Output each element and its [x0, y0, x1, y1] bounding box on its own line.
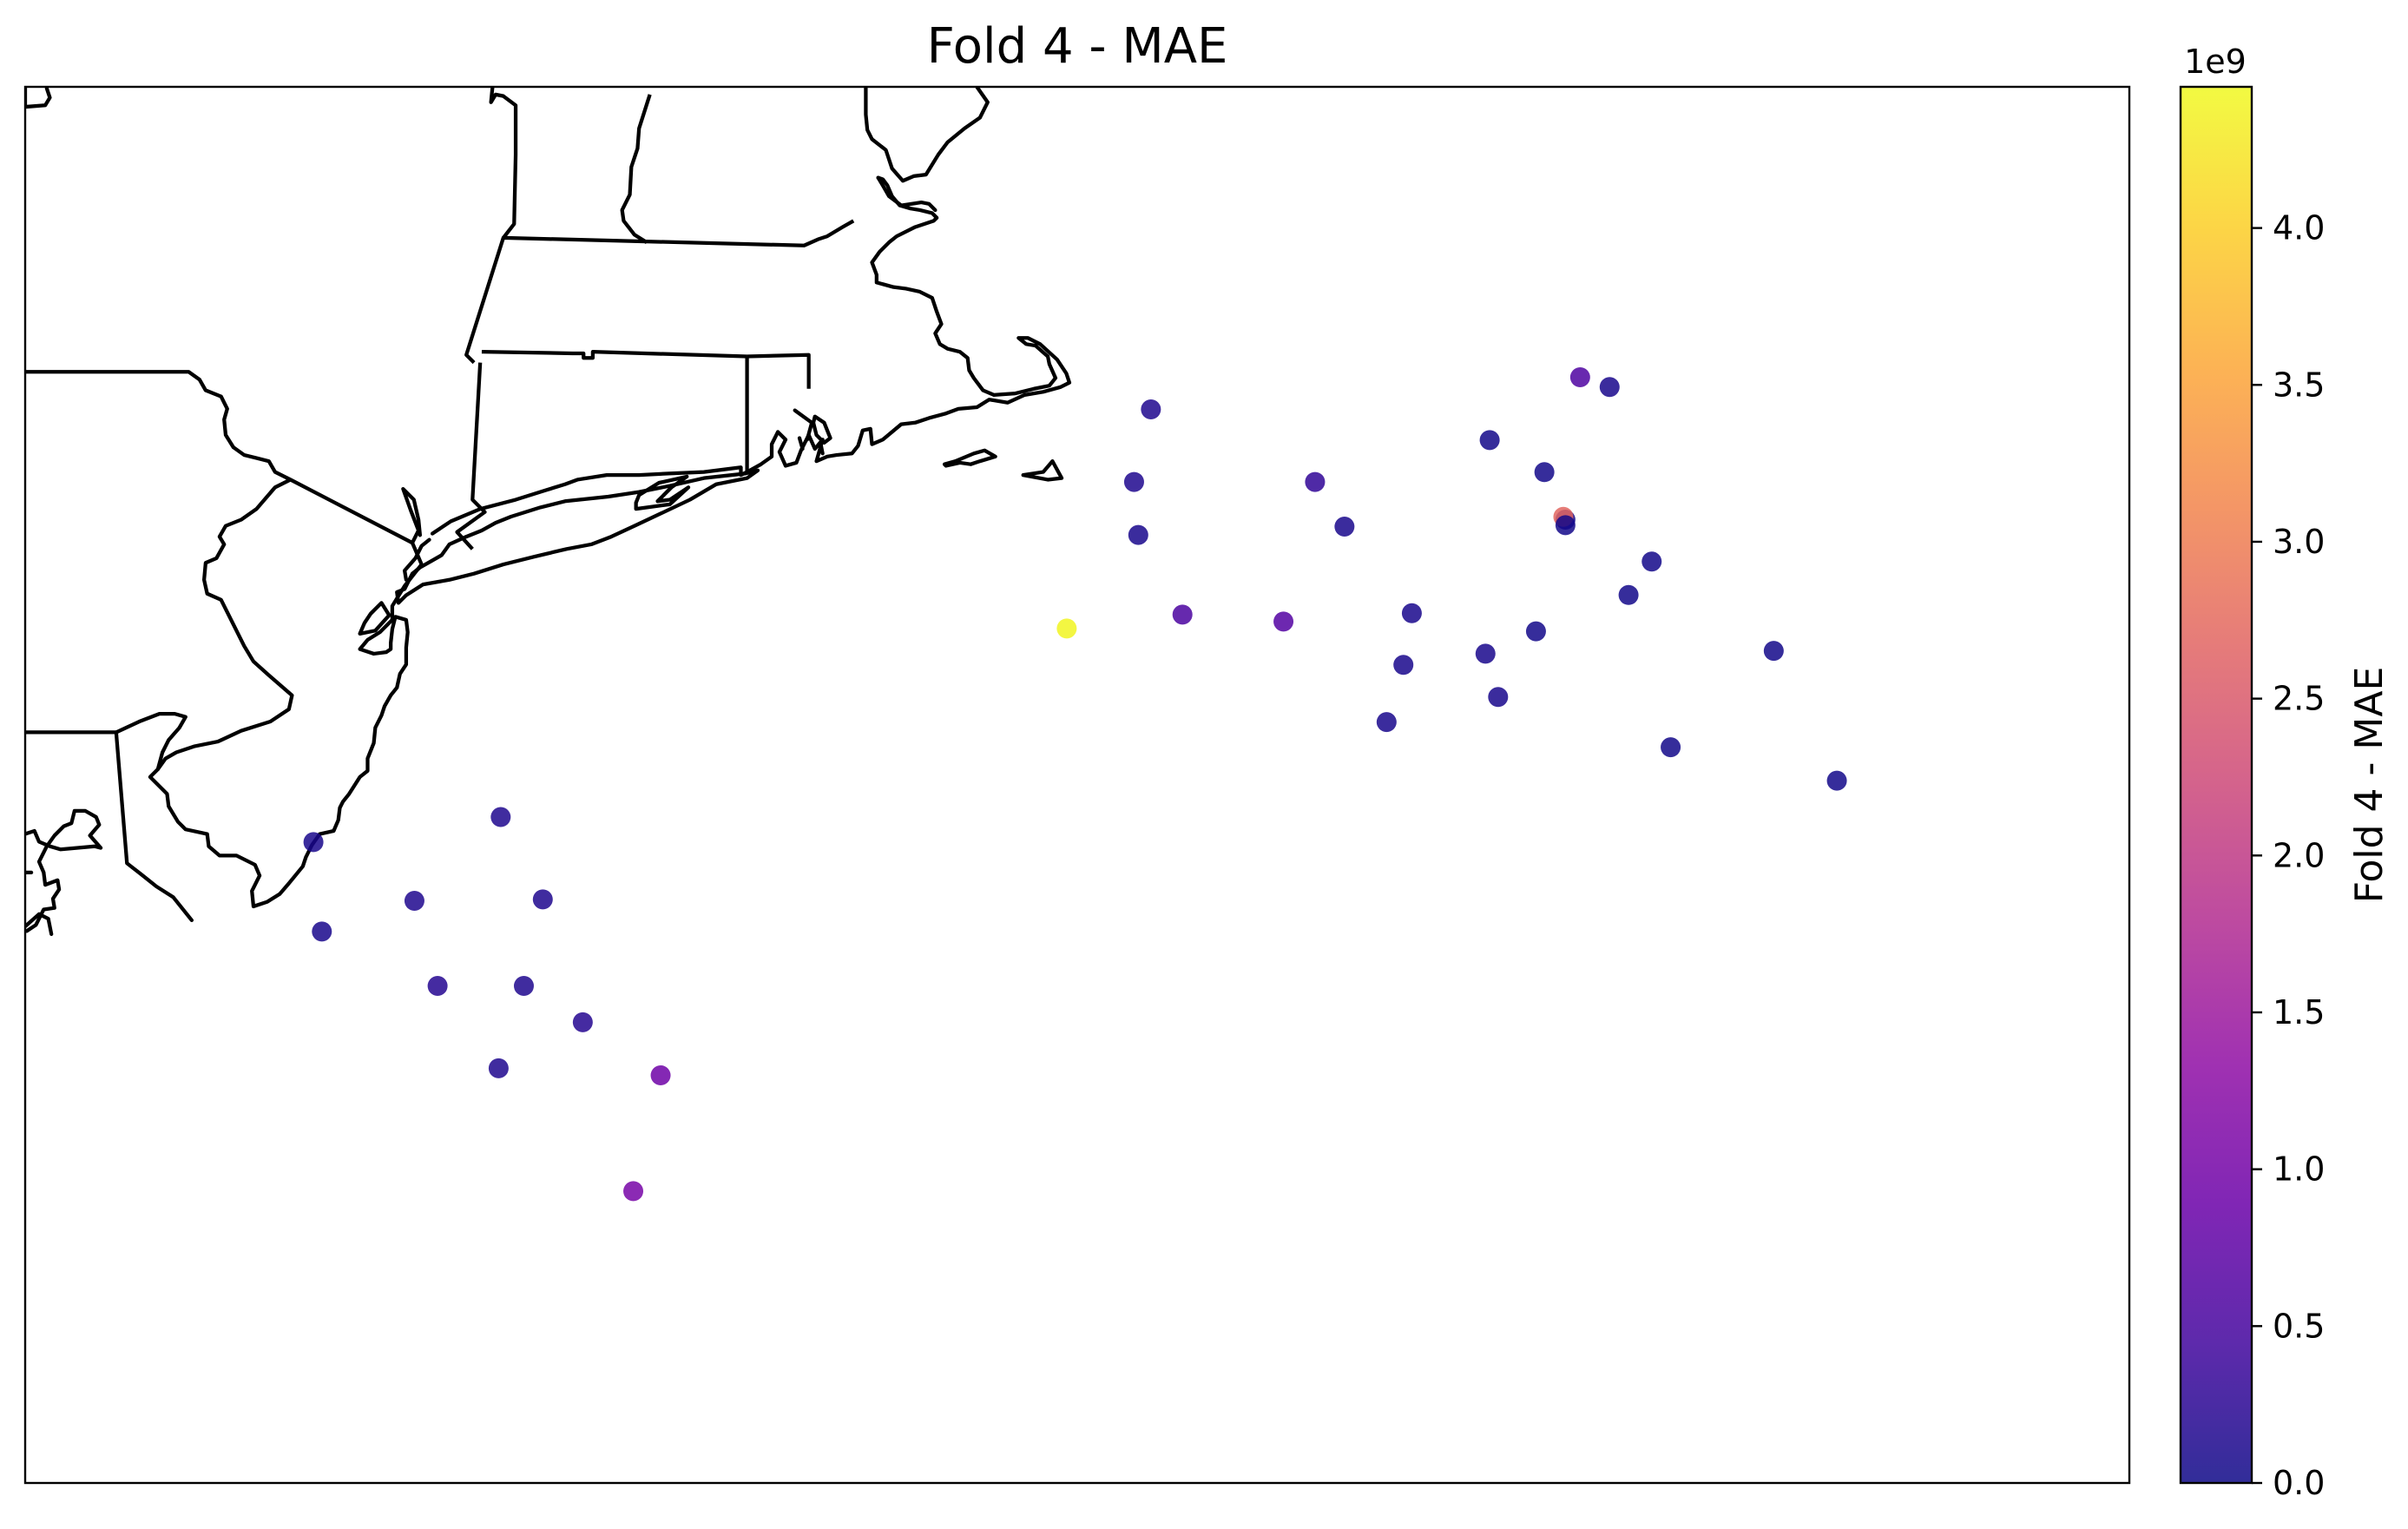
- colorbar-tick-label: 3.5: [2273, 366, 2325, 404]
- station-point: [488, 1058, 509, 1078]
- station-point: [572, 1012, 593, 1032]
- station-point: [490, 807, 511, 827]
- colorbar-tick-label: 0.5: [2273, 1307, 2325, 1345]
- vt-nh-border: [620, 94, 652, 245]
- hudson: [401, 486, 423, 545]
- station-point: [303, 832, 324, 853]
- colorbar-tick-label: 2.5: [2273, 680, 2325, 718]
- station-point: [1618, 584, 1639, 605]
- station-point: [312, 921, 332, 942]
- chart-title: Fold 4 - MAE: [927, 18, 1228, 75]
- station-point: [404, 890, 424, 911]
- md-corner-coast: [25, 87, 52, 109]
- colorbar-gradient: [2181, 87, 2252, 1483]
- colorbar-tick-label: 2.0: [2273, 836, 2325, 874]
- colorbar: 0.0 0.5 1.0 1.5 2.0 2.5 3.0 3.5 4.0 1e9 Fold 4 -…: [2179, 43, 2392, 1502]
- vt-ny-border: [489, 87, 518, 240]
- station-point: [1056, 618, 1077, 639]
- narragansett: [793, 408, 832, 456]
- ri-coast: [745, 175, 1072, 474]
- nantucket: [1021, 459, 1064, 482]
- staten-island: [358, 601, 391, 636]
- station-point: [1376, 712, 1397, 733]
- station-point: [532, 889, 553, 910]
- colorbar-tick-label: 3.0: [2273, 523, 2325, 561]
- station-point: [1763, 641, 1784, 662]
- colorbar-tick-label: 1.0: [2273, 1150, 2325, 1189]
- station-point: [1642, 551, 1662, 572]
- station-point: [1555, 515, 1576, 536]
- station-point: [427, 976, 448, 997]
- colorbar-tick-label: 1.5: [2273, 993, 2325, 1031]
- marthas-vineyard: [942, 448, 997, 468]
- station-point: [1123, 471, 1144, 492]
- ny-ct-border: [455, 362, 487, 550]
- station-point: [650, 1064, 671, 1085]
- station-points: [303, 366, 1847, 1202]
- map-frame: [23, 85, 2131, 1485]
- station-point: [1479, 430, 1500, 451]
- ct-ma-border: [481, 350, 747, 360]
- map-layer: [25, 87, 1072, 936]
- station-point: [1273, 611, 1294, 632]
- long-island: [395, 468, 760, 605]
- de-bay-coast: [114, 712, 194, 923]
- station-point: [1569, 366, 1590, 387]
- station-point: [1393, 655, 1414, 676]
- nj-ny-border: [201, 478, 292, 602]
- ma-ne-coast: [876, 175, 938, 213]
- ct-coast: [402, 465, 743, 582]
- station-point: [1141, 399, 1161, 419]
- station-point: [1172, 604, 1193, 625]
- nh-me-border: [864, 87, 990, 183]
- station-point: [513, 976, 534, 997]
- station-point: [1334, 517, 1355, 537]
- station-point: [1488, 687, 1509, 708]
- colorbar-tick-label: 0.0: [2273, 1464, 2325, 1502]
- de-peninsula-coast: [25, 808, 103, 936]
- colorbar-ticks: 0.0 0.5 1.0 1.5 2.0 2.5 3.0 3.5 4.0: [2252, 209, 2325, 1502]
- colorbar-label: Fold 4 - MAE: [2347, 667, 2392, 904]
- station-point: [1475, 643, 1496, 664]
- station-point: [1534, 462, 1555, 483]
- station-point: [1305, 471, 1326, 492]
- li-north-fork: [634, 474, 691, 511]
- ct-ri-border: [739, 356, 749, 478]
- colorbar-frame: [2179, 85, 2253, 1485]
- station-point: [623, 1181, 644, 1202]
- colorbar-tick-label: 4.0: [2273, 209, 2325, 247]
- colorbar-offset-text: 1e9: [2184, 43, 2247, 81]
- station-point: [1401, 603, 1422, 623]
- map-axes: [23, 85, 2131, 1485]
- ri-ma-border: [747, 353, 811, 389]
- pa-ny-border: [25, 370, 413, 545]
- station-point: [1826, 770, 1847, 791]
- map-geometry: [25, 87, 1072, 936]
- station-point: [1599, 377, 1620, 398]
- station-point: [1128, 524, 1148, 545]
- ny-ma-vt-border: [464, 219, 855, 365]
- nj-coast: [148, 541, 424, 909]
- station-point: [1525, 621, 1546, 642]
- station-point: [1661, 737, 1681, 758]
